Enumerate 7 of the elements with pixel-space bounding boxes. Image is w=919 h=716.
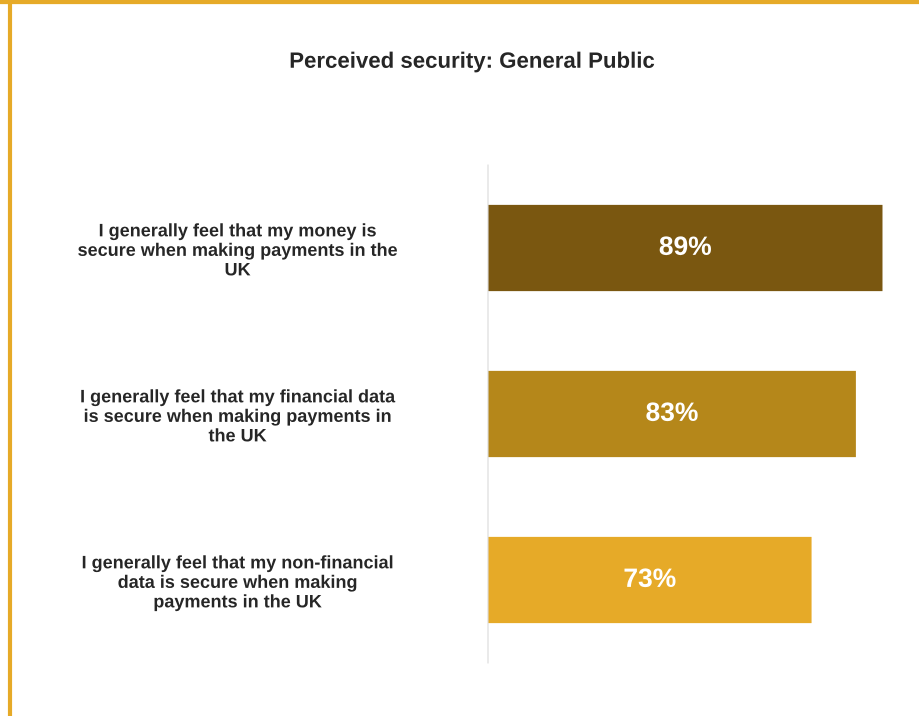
data-label: 73% [624, 568, 676, 588]
y-tick-label: I generally feel that my non-financial data is secure when making payments in the UK [82, 555, 392, 612]
y-tick-label: I generally feel that my money is secure when making payments in the UK [78, 223, 398, 276]
data-label: 83% [646, 402, 698, 422]
chart-title: Perceived security: General Public [290, 52, 654, 72]
y-tick-label: I generally feel that my financial data is secure when making payments in the UK [81, 389, 396, 442]
data-label: 89% [660, 236, 711, 256]
